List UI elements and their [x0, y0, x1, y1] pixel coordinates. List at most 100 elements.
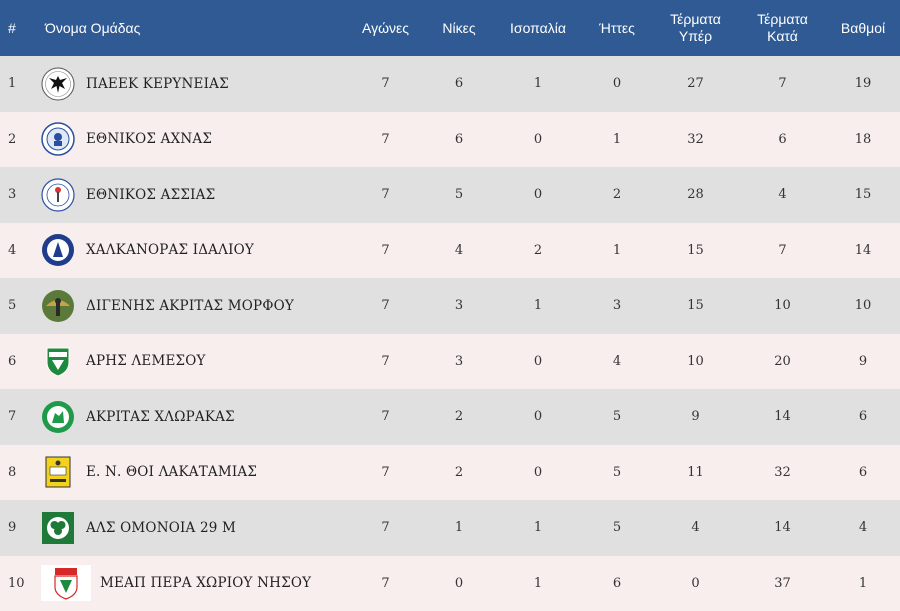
table-row[interactable]: 7 ΑΚΡΙΤΑΣ ΧΛΩΡΑΚΑΣ 7 2 0 5 9 14 6	[0, 389, 900, 445]
cell-played: 7	[347, 445, 424, 501]
cell-goals-for: 27	[652, 56, 739, 112]
cell-points: 18	[826, 112, 900, 168]
row-position: 3	[0, 167, 37, 223]
cell-goals-for: 15	[652, 278, 739, 334]
team-name[interactable]: ΔΙΓΕΝΗΣ ΑΚΡΙΤΑΣ ΜΟΡΦΟΥ	[86, 298, 294, 314]
cell-played: 7	[347, 556, 424, 611]
table-row[interactable]: 8 Ε. Ν. ΘΟΙ ΛΑΚΑΤΑΜΙΑΣ 7 2 0 5 11 32 6	[0, 445, 900, 501]
cell-draws: 2	[494, 223, 582, 279]
cell-draws: 0	[494, 389, 582, 445]
cell-wins: 2	[424, 389, 494, 445]
header-goals-for-line1: Τέρματα	[670, 11, 721, 27]
row-position: 8	[0, 445, 37, 501]
cell-wins: 1	[424, 500, 494, 556]
aris-limassol-crest-icon	[40, 343, 76, 379]
cell-points: 1	[826, 556, 900, 611]
cell-goals-for: 10	[652, 334, 739, 390]
cell-goals-against: 7	[739, 223, 826, 279]
table-row[interactable]: 5 ΔΙΓΕΝΗΣ ΑΚΡΙΤΑΣ ΜΟΡΦΟΥ 7 3 1 3 15 10 1…	[0, 278, 900, 334]
table-row[interactable]: 2 ΕΘΝΙΚΟΣ ΑΧΝΑΣ 7 6 0 1 32 6 18	[0, 112, 900, 168]
header-wins[interactable]: Νίκες	[424, 0, 494, 56]
row-position: 2	[0, 112, 37, 168]
header-losses[interactable]: Ήττες	[582, 0, 652, 56]
cell-losses: 5	[582, 389, 652, 445]
cell-goals-against: 20	[739, 334, 826, 390]
cell-points: 4	[826, 500, 900, 556]
cell-draws: 1	[494, 500, 582, 556]
cell-draws: 1	[494, 556, 582, 611]
header-goals-against-line1: Τέρματα	[757, 11, 808, 27]
team-name[interactable]: ΠΑΕΕΚ ΚΕΡΥΝΕΙΑΣ	[86, 76, 229, 92]
table-header-row: # Όνομα Ομάδας Αγώνες Νίκες Ισοπαλία Ήττ…	[0, 0, 900, 56]
cell-points: 6	[826, 389, 900, 445]
team-name[interactable]: ΜΕΑΠ ΠΕΡΑ ΧΩΡΙΟΥ ΝΗΣΟΥ	[100, 575, 311, 591]
cell-goals-for: 28	[652, 167, 739, 223]
cell-losses: 1	[582, 223, 652, 279]
cell-played: 7	[347, 278, 424, 334]
cell-wins: 4	[424, 223, 494, 279]
team-name[interactable]: ΕΘΝΙΚΟΣ ΑΣΣΙΑΣ	[86, 187, 215, 203]
thoi-lakatamias-crest-icon	[40, 454, 76, 490]
cell-wins: 5	[424, 167, 494, 223]
table-row[interactable]: 9 ΑΛΣ ΟΜΟΝΟΙΑ 29 Μ 7 1 1 5 4 14	[0, 500, 900, 556]
team-name[interactable]: Ε. Ν. ΘΟΙ ΛΑΚΑΤΑΜΙΑΣ	[86, 464, 257, 480]
cell-losses: 1	[582, 112, 652, 168]
cell-played: 7	[347, 500, 424, 556]
cell-points: 14	[826, 223, 900, 279]
cell-draws: 1	[494, 56, 582, 112]
ethnikos-assias-crest-icon	[40, 177, 76, 213]
cell-losses: 3	[582, 278, 652, 334]
cell-losses: 0	[582, 56, 652, 112]
cell-played: 7	[347, 167, 424, 223]
cell-draws: 0	[494, 112, 582, 168]
header-draws[interactable]: Ισοπαλία	[494, 0, 582, 56]
cell-goals-against: 4	[739, 167, 826, 223]
cell-wins: 3	[424, 334, 494, 390]
cell-losses: 5	[582, 445, 652, 501]
omonoia-29m-crest-icon	[40, 510, 76, 546]
cell-points: 9	[826, 334, 900, 390]
cell-losses: 6	[582, 556, 652, 611]
cell-played: 7	[347, 56, 424, 112]
meap-crest-icon	[40, 565, 92, 601]
cell-played: 7	[347, 334, 424, 390]
cell-wins: 6	[424, 56, 494, 112]
cell-losses: 4	[582, 334, 652, 390]
cell-wins: 2	[424, 445, 494, 501]
table-row[interactable]: 1 ΠΑΕΕΚ ΚΕΡΥΝΕΙΑΣ 7 6 1 0 27 7 19	[0, 56, 900, 112]
table-row[interactable]: 6 ΑΡΗΣ ΛΕΜΕΣΟΥ 7 3 0 4 10 20 9	[0, 334, 900, 390]
header-team-name[interactable]: Όνομα Ομάδας	[37, 0, 347, 56]
table-row[interactable]: 10 ΜΕΑΠ ΠΕΡΑ ΧΩΡΙΟΥ ΝΗΣΟΥ 7 0 1 6 0 37 1	[0, 556, 900, 611]
cell-goals-for: 9	[652, 389, 739, 445]
header-goals-against-line2: Κατά	[767, 28, 798, 44]
cell-draws: 1	[494, 278, 582, 334]
table-row[interactable]: 4 ΧΑΛΚΑΝΟΡΑΣ ΙΔΑΛΙΟΥ 7 4 2 1 15 7 14	[0, 223, 900, 279]
row-position: 10	[0, 556, 37, 611]
cell-goals-against: 14	[739, 500, 826, 556]
row-position: 5	[0, 278, 37, 334]
cell-wins: 3	[424, 278, 494, 334]
ethnikos-achnas-crest-icon	[40, 121, 76, 157]
team-name[interactable]: ΧΑΛΚΑΝΟΡΑΣ ΙΔΑΛΙΟΥ	[86, 242, 254, 258]
header-played[interactable]: Αγώνες	[347, 0, 424, 56]
row-position: 7	[0, 389, 37, 445]
header-position[interactable]: #	[0, 0, 37, 56]
table-row[interactable]: 3 ΕΘΝΙΚΟΣ ΑΣΣΙΑΣ 7 5 0 2 28 4 15	[0, 167, 900, 223]
header-points[interactable]: Βαθμοί	[826, 0, 900, 56]
team-name[interactable]: ΑΛΣ ΟΜΟΝΟΙΑ 29 Μ	[86, 520, 236, 536]
team-name[interactable]: ΑΡΗΣ ΛΕΜΕΣΟΥ	[86, 353, 206, 369]
row-position: 1	[0, 56, 37, 112]
team-name[interactable]: ΑΚΡΙΤΑΣ ΧΛΩΡΑΚΑΣ	[86, 409, 235, 425]
cell-goals-against: 14	[739, 389, 826, 445]
cell-points: 6	[826, 445, 900, 501]
cell-points: 10	[826, 278, 900, 334]
team-name[interactable]: ΕΘΝΙΚΟΣ ΑΧΝΑΣ	[86, 131, 212, 147]
cell-goals-against: 10	[739, 278, 826, 334]
cell-goals-for: 15	[652, 223, 739, 279]
cell-draws: 0	[494, 167, 582, 223]
cell-goals-against: 37	[739, 556, 826, 611]
cell-wins: 6	[424, 112, 494, 168]
